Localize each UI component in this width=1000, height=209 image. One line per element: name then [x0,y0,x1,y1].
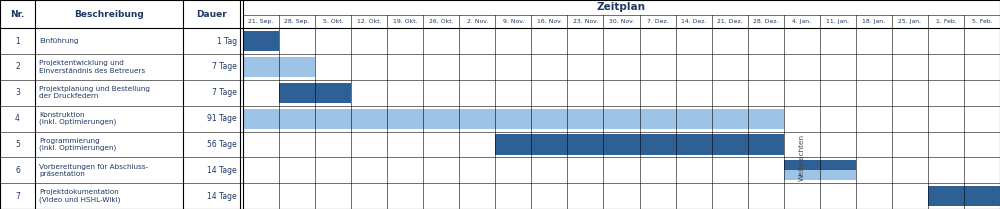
Bar [928,186,1000,206]
Text: 1. Feb.: 1. Feb. [936,19,956,24]
Text: 3: 3 [15,88,20,97]
Text: 21. Dez.: 21. Dez. [717,19,742,24]
Text: 2: 2 [15,62,20,71]
Text: 7. Dez.: 7. Dez. [647,19,668,24]
Text: 26. Okt.: 26. Okt. [429,19,454,24]
Text: 23. Nov.: 23. Nov. [573,19,598,24]
Text: Beschreibung: Beschreibung [74,10,144,19]
Text: Einführung: Einführung [39,38,78,44]
Text: 2. Nov.: 2. Nov. [467,19,488,24]
Text: 28. Dez.: 28. Dez. [753,19,779,24]
Bar [784,160,856,170]
Text: Projektentwicklung und
Einverständnis des Betreuers: Projektentwicklung und Einverständnis de… [39,60,145,74]
Text: 91 Tage: 91 Tage [207,114,237,123]
Bar [243,31,279,51]
Text: Programmierung
(inkl. Optimierungen): Programmierung (inkl. Optimierungen) [39,138,116,151]
Text: 56 Tage: 56 Tage [207,140,237,149]
Bar [243,57,315,77]
Text: Projektplanung und Bestellung
der Druckfedern: Projektplanung und Bestellung der Druckf… [39,86,150,99]
Text: Projektdokumentation
(Video und HSHL-Wiki): Projektdokumentation (Video und HSHL-Wik… [39,189,120,203]
Text: 14. Dez.: 14. Dez. [681,19,706,24]
Text: 5: 5 [15,140,20,149]
Text: 21. Sep.: 21. Sep. [248,19,274,24]
Text: 7 Tage: 7 Tage [212,62,237,71]
Text: 12. Okt.: 12. Okt. [357,19,381,24]
Text: 25. Jan.: 25. Jan. [898,19,921,24]
Text: 16. Nov.: 16. Nov. [537,19,562,24]
Bar [279,83,351,103]
Text: Zeitplan: Zeitplan [597,2,646,12]
Text: Konstruktion
(inkl. Optimierungen): Konstruktion (inkl. Optimierungen) [39,112,116,125]
Text: 5. Okt.: 5. Okt. [323,19,343,24]
Text: 4. Jan.: 4. Jan. [792,19,811,24]
Bar [243,108,784,129]
Text: 1 Tag: 1 Tag [217,37,237,46]
Text: 9. Nov.: 9. Nov. [503,19,524,24]
Text: 18. Jan.: 18. Jan. [862,19,885,24]
Text: 11. Jan.: 11. Jan. [826,19,849,24]
Text: 7: 7 [15,192,20,201]
Text: Nr.: Nr. [10,10,25,19]
Text: 4: 4 [15,114,20,123]
Text: Vorbereitungen für Abschluss-
präsentation: Vorbereitungen für Abschluss- präsentati… [39,164,148,177]
Bar [495,134,784,154]
Text: Weihnachten: Weihnachten [799,134,805,181]
Bar [784,170,856,180]
Text: 14 Tage: 14 Tage [207,192,237,201]
Text: 5. Feb.: 5. Feb. [972,19,992,24]
Text: 6: 6 [15,166,20,175]
Text: 14 Tage: 14 Tage [207,166,237,175]
Text: 1: 1 [15,37,20,46]
Text: 7 Tage: 7 Tage [212,88,237,97]
Text: 28. Sep.: 28. Sep. [284,19,310,24]
Text: 19. Okt.: 19. Okt. [393,19,418,24]
Text: 30. Nov.: 30. Nov. [609,19,634,24]
Text: Dauer: Dauer [196,10,227,19]
